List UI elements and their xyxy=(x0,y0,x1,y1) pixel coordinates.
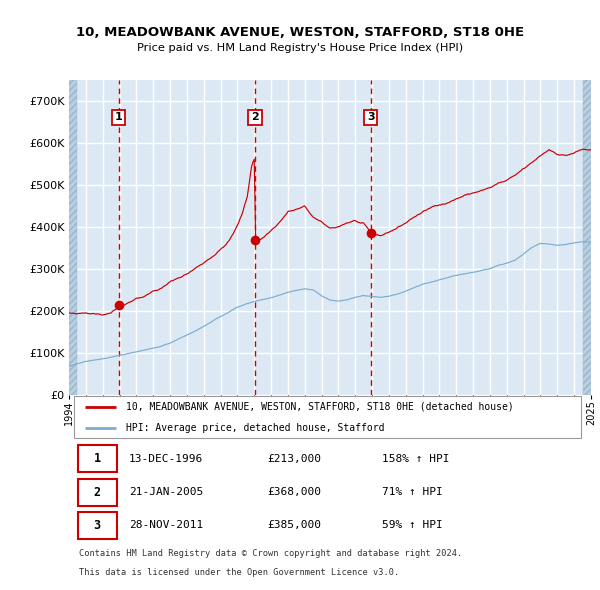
Text: 3: 3 xyxy=(94,519,101,532)
Text: 1: 1 xyxy=(115,113,123,123)
Text: 2: 2 xyxy=(251,113,259,123)
Text: 71% ↑ HPI: 71% ↑ HPI xyxy=(382,487,443,497)
Text: £385,000: £385,000 xyxy=(268,520,322,530)
Bar xyxy=(69,80,77,395)
FancyBboxPatch shape xyxy=(78,478,117,506)
Text: Contains HM Land Registry data © Crown copyright and database right 2024.: Contains HM Land Registry data © Crown c… xyxy=(79,549,463,559)
Text: 158% ↑ HPI: 158% ↑ HPI xyxy=(382,454,450,464)
Text: This data is licensed under the Open Government Licence v3.0.: This data is licensed under the Open Gov… xyxy=(79,568,400,577)
Bar xyxy=(583,80,593,395)
Text: 13-DEC-1996: 13-DEC-1996 xyxy=(129,454,203,464)
Text: 1: 1 xyxy=(94,453,101,466)
Bar xyxy=(583,80,593,395)
FancyBboxPatch shape xyxy=(78,445,117,473)
Bar xyxy=(69,80,77,395)
Text: 28-NOV-2011: 28-NOV-2011 xyxy=(129,520,203,530)
Text: 59% ↑ HPI: 59% ↑ HPI xyxy=(382,520,443,530)
Text: 21-JAN-2005: 21-JAN-2005 xyxy=(129,487,203,497)
FancyBboxPatch shape xyxy=(78,512,117,539)
Text: HPI: Average price, detached house, Stafford: HPI: Average price, detached house, Staf… xyxy=(127,423,385,433)
Text: Price paid vs. HM Land Registry's House Price Index (HPI): Price paid vs. HM Land Registry's House … xyxy=(137,44,463,53)
Text: 2: 2 xyxy=(94,486,101,499)
FancyBboxPatch shape xyxy=(74,396,581,438)
Text: 10, MEADOWBANK AVENUE, WESTON, STAFFORD, ST18 0HE (detached house): 10, MEADOWBANK AVENUE, WESTON, STAFFORD,… xyxy=(127,402,514,412)
Text: £213,000: £213,000 xyxy=(268,454,322,464)
Text: 10, MEADOWBANK AVENUE, WESTON, STAFFORD, ST18 0HE: 10, MEADOWBANK AVENUE, WESTON, STAFFORD,… xyxy=(76,26,524,39)
Text: 3: 3 xyxy=(367,113,374,123)
Text: £368,000: £368,000 xyxy=(268,487,322,497)
